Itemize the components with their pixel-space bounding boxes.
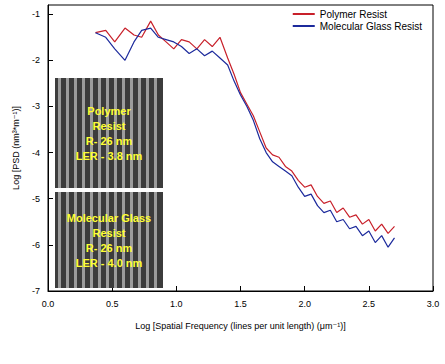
svg-text:Polymer: Polymer — [87, 105, 131, 117]
svg-text:-7: -7 — [32, 286, 40, 296]
svg-text:2.5: 2.5 — [363, 299, 376, 309]
svg-text:Log [PSD (nm³*m⁻¹)]: Log [PSD (nm³*m⁻¹)] — [11, 106, 21, 190]
svg-text:R- 26 nm: R- 26 nm — [86, 135, 133, 147]
svg-text:2.0: 2.0 — [298, 299, 311, 309]
svg-text:-2: -2 — [32, 55, 40, 65]
svg-text:Resist: Resist — [92, 227, 125, 239]
svg-text:-1: -1 — [32, 9, 40, 19]
svg-text:LER - 3.8 nm: LER - 3.8 nm — [76, 150, 143, 162]
svg-text:Log [Spatial Frequency (lines: Log [Spatial Frequency (lines per unit l… — [135, 321, 346, 331]
svg-text:-5: -5 — [32, 194, 40, 204]
svg-text:LER - 4.0 nm: LER - 4.0 nm — [76, 257, 143, 269]
svg-text:R- 26 nm: R- 26 nm — [86, 242, 133, 254]
svg-text:0.0: 0.0 — [42, 299, 55, 309]
svg-text:1.0: 1.0 — [170, 299, 183, 309]
svg-text:-6: -6 — [32, 240, 40, 250]
svg-text:Polymer Resist: Polymer Resist — [320, 9, 387, 20]
svg-text:Resist: Resist — [92, 120, 125, 132]
svg-text:0.5: 0.5 — [106, 299, 119, 309]
svg-text:-3: -3 — [32, 101, 40, 111]
svg-text:Molecular Glass Resist: Molecular Glass Resist — [320, 21, 422, 32]
svg-text:-4: -4 — [32, 148, 40, 158]
svg-text:3.0: 3.0 — [427, 299, 440, 309]
svg-text:1.5: 1.5 — [234, 299, 247, 309]
svg-text:Molecular Glass: Molecular Glass — [67, 212, 151, 224]
